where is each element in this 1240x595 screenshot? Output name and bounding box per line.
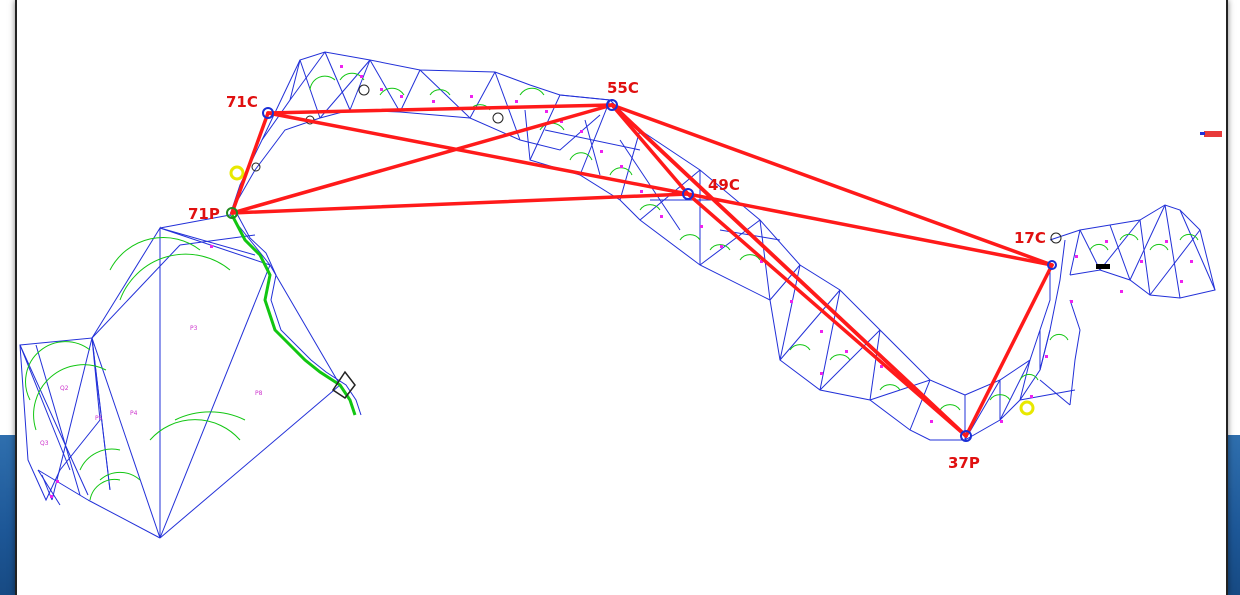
svg-text:P5: P5 [95,415,103,422]
hollow-markers [251,84,1062,244]
station-marker-37P [960,430,972,442]
station-label-71P: 71P [188,205,220,223]
station-label-55C: 55C [607,79,639,97]
station-marker-49C [682,188,694,200]
svg-text:Q3: Q3 [40,440,49,447]
station-label-71C: 71C [226,93,258,111]
svg-text:P3: P3 [190,325,198,332]
station-marker-71C [262,107,274,119]
station-markers [226,99,1057,442]
edge-marker [1204,131,1222,137]
svg-text:Q2: Q2 [60,385,69,392]
mesh-annotations: Q2 Q3 P4 P3 P8 P5 [40,325,263,447]
station-marker-71P [226,207,238,219]
station-label-37P: 37P [948,454,980,472]
yellow-marker-right [1019,400,1035,416]
svg-text:P8: P8 [255,390,263,397]
survey-points [50,65,1193,498]
station-label-17C: 17C [1014,229,1046,247]
svg-text:P4: P4 [130,410,138,417]
station-marker-17C [1047,260,1057,270]
station-label-49C: 49C [708,176,740,194]
traverse-network [230,103,1054,438]
green-arcs [25,72,1199,501]
black-dash [1096,264,1110,269]
station-marker-55C [606,99,618,111]
yellow-marker-left [229,165,245,181]
stream-end-glyph [331,370,356,400]
station-labels: 71C 55C 49C 71P 17C 37P [188,79,1046,472]
drawing-canvas [15,0,1228,595]
